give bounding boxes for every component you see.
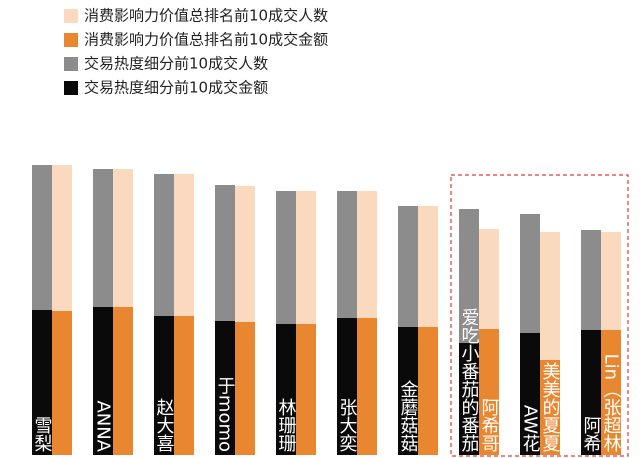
legend-swatch — [64, 9, 78, 23]
bar-segment — [337, 318, 357, 455]
bar-label: 赵大喜 — [154, 398, 175, 452]
bar-segment — [235, 186, 255, 322]
bar-segment — [174, 316, 194, 455]
bar-segment — [93, 169, 113, 307]
bar-segment — [215, 321, 235, 455]
bar-segment — [32, 165, 52, 310]
bar-segment — [93, 307, 113, 455]
bar-segment — [418, 327, 438, 455]
legend-label: 交易热度细分前10成交人数 — [84, 55, 268, 73]
bar-segment — [113, 169, 133, 307]
bar-segment — [540, 232, 560, 360]
highlight-box — [450, 174, 629, 457]
bar-label: AW花 — [520, 405, 541, 452]
legend-label: 消费影响力价值总排名前10成交金额 — [84, 31, 328, 49]
bar-segment — [357, 191, 377, 318]
bar-label: 爱吃小番茄的番茄 — [459, 308, 480, 453]
bar-segment — [479, 229, 499, 329]
bar-segment — [520, 214, 540, 333]
bar-label: 阿希 — [581, 416, 602, 452]
bar-label: 金蘑菇菇 — [398, 380, 419, 452]
bar-label: 美美的夏夏 — [540, 362, 561, 452]
bar-segment — [235, 322, 255, 455]
legend-swatch — [64, 33, 78, 47]
bar-segment — [337, 191, 357, 318]
bar-label: 阿希哥 — [479, 398, 500, 452]
bar-segment — [459, 209, 479, 343]
bar-segment — [540, 360, 560, 455]
bar-segment — [52, 311, 72, 455]
bar-segment — [154, 174, 174, 316]
bar-segment — [520, 333, 540, 455]
bar-segment — [174, 174, 194, 316]
bar-segment — [601, 232, 621, 330]
legend-label: 交易热度细分前10成交金额 — [84, 79, 268, 97]
bar-segment — [276, 191, 296, 324]
bar-segment — [296, 324, 316, 455]
bar-segment — [296, 191, 316, 324]
bar-segment — [601, 330, 621, 455]
bar-segment — [581, 330, 601, 455]
bar-segment — [357, 318, 377, 455]
bar-segment — [154, 316, 174, 455]
bar-segment — [398, 327, 418, 455]
bar-label: 雪梨 — [32, 416, 53, 452]
bar-label: Lin（张超林 — [601, 354, 622, 452]
bar-segment — [113, 307, 133, 455]
bar-segment — [398, 206, 418, 327]
bar-label: ANNA — [93, 400, 114, 452]
legend-swatch — [64, 57, 78, 71]
bar-segment — [479, 329, 499, 455]
legend-label: 消费影响力价值总排名前10成交人数 — [84, 7, 328, 25]
bar-segment — [52, 165, 72, 311]
bar-segment — [459, 343, 479, 455]
bar-segment — [418, 206, 438, 327]
bar-segment — [32, 310, 52, 455]
legend-swatch — [64, 81, 78, 95]
bar-segment — [276, 324, 296, 455]
bar-segment — [215, 185, 235, 321]
bar-segment — [581, 230, 601, 330]
bar-label: 于momo — [215, 377, 236, 452]
bar-label: 张大奕 — [337, 398, 358, 452]
bar-label: 林珊珊 — [276, 398, 297, 452]
